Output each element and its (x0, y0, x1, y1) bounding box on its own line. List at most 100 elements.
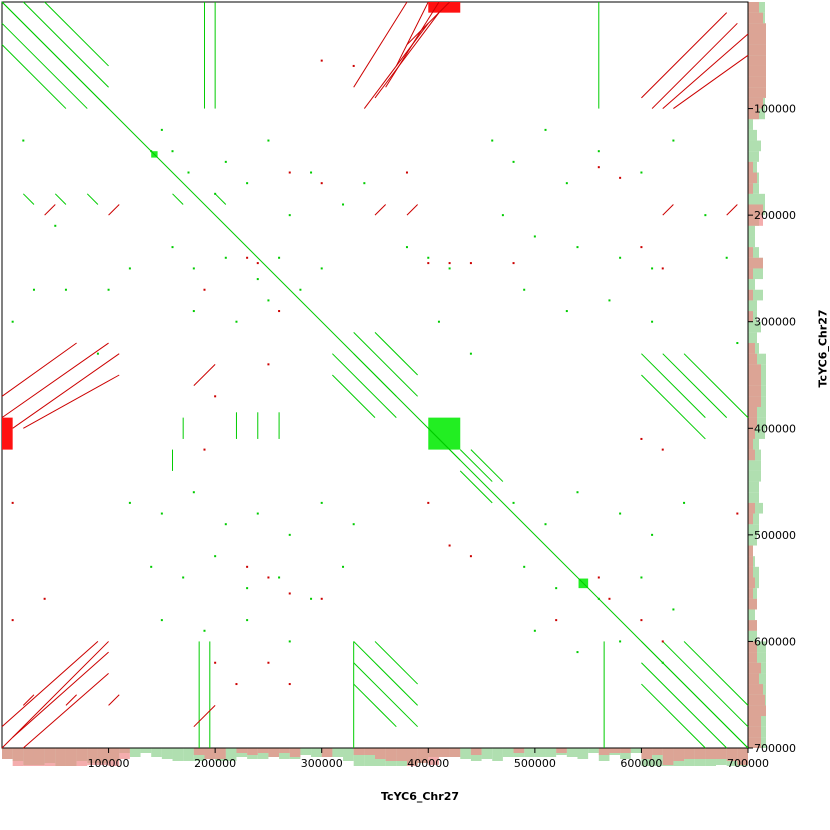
y-coverage-bar (748, 257, 763, 269)
forward-alignment-point (576, 246, 579, 249)
reverse-alignment-segment (662, 204, 674, 216)
forward-alignment-point (187, 171, 190, 174)
forward-alignment-point (299, 288, 302, 291)
reverse-alignment-point (661, 267, 664, 270)
y-coverage-bar (748, 598, 757, 610)
y-coverage-bar (748, 545, 753, 557)
reverse-alignment-point (203, 288, 206, 291)
y-coverage-bar (748, 311, 753, 322)
x-coverage-bar (44, 748, 56, 766)
y-coverage-bar (748, 684, 763, 695)
x-coverage-bar (577, 748, 589, 759)
y-coverage-bar (748, 630, 757, 642)
y-coverage-bar (748, 33, 766, 45)
x-coverage-bar (289, 748, 301, 757)
forward-alignment-segment (22, 1, 109, 88)
y-coverage-bar (748, 375, 761, 386)
y-coverage-bar (748, 716, 761, 727)
y-coverage-bar (748, 55, 766, 66)
reverse-alignment-point (448, 544, 451, 547)
forward-alignment-point (107, 288, 110, 291)
y-coverage-bar (748, 417, 757, 429)
x-coverage-bar (630, 748, 642, 753)
x-coverage-bar (641, 748, 653, 759)
x-coverage-bar (76, 748, 88, 766)
reverse-alignment-segment (44, 204, 56, 216)
forward-alignment-segment (641, 683, 706, 749)
x-coverage-bar (65, 748, 77, 766)
forward-alignment-point (597, 150, 600, 153)
reverse-alignment-segment (395, 1, 429, 67)
forward-alignment-point (597, 597, 600, 600)
forward-alignment-segment (1, 44, 67, 109)
forward-alignment-point (533, 235, 536, 238)
x-tick-label: 200000 (194, 757, 236, 770)
forward-alignment-point (672, 139, 675, 142)
y-coverage-bar (748, 119, 753, 130)
forward-alignment-point (405, 246, 408, 249)
forward-alignment-point (725, 256, 728, 259)
reverse-alignment-segment (193, 363, 216, 387)
x-coverage-bar (364, 748, 375, 766)
y-axis-label: TcYC6_Chr27 (816, 309, 830, 388)
x-coverage-bar (12, 748, 24, 766)
x-coverage-bar (2, 748, 13, 759)
y-coverage-bar (748, 406, 757, 418)
y-tick-label: 700000 (754, 742, 796, 755)
forward-alignment-segment (353, 332, 418, 397)
y-coverage-bar (748, 215, 763, 226)
y-coverage-bar (748, 183, 753, 194)
x-axis-label: TcYC6_Chr27 (381, 790, 459, 803)
y-tick-label: 400000 (754, 422, 796, 435)
forward-alignment-point (342, 203, 345, 206)
forward-alignment-segment (353, 641, 418, 706)
y-coverage-bar (748, 268, 753, 280)
reverse-alignment-segment (726, 204, 738, 216)
forward-alignment-point (256, 512, 259, 515)
x-coverage-bar (705, 748, 717, 759)
forward-alignment-point (640, 171, 643, 174)
forward-alignment-segment (172, 193, 184, 205)
forward-alignment-point (192, 267, 195, 270)
forward-alignment-point (736, 342, 739, 345)
y-coverage-bar (748, 225, 755, 237)
x-coverage-bar (236, 748, 248, 753)
x-coverage-bar (87, 748, 98, 765)
forward-alignment-point (565, 310, 568, 313)
forward-alignment-point (310, 597, 313, 600)
x-coverage-bar (279, 748, 290, 759)
forward-alignment-segment (662, 353, 728, 418)
x-tick-label: 700000 (727, 757, 769, 770)
y-coverage-bar (748, 652, 757, 663)
forward-alignment-point (160, 512, 163, 515)
forward-alignment-point (619, 640, 622, 643)
y-coverage-bar (748, 23, 766, 34)
reverse-alignment-segment (12, 353, 120, 429)
forward-alignment-point (523, 288, 526, 291)
forward-alignment-point (437, 320, 440, 323)
forward-alignment-segment (44, 1, 109, 67)
forward-alignment-point (128, 267, 131, 270)
forward-alignment-point (160, 619, 163, 622)
forward-alignment-point (128, 501, 131, 504)
x-coverage-bar (556, 748, 567, 753)
forward-alignment-point (224, 160, 227, 163)
y-tick-label: 200000 (754, 209, 796, 222)
y-coverage-bar (748, 577, 755, 589)
reverse-alignment-segment (23, 374, 120, 429)
reverse-alignment-point (555, 619, 558, 622)
x-coverage-bar (257, 748, 269, 759)
y-coverage-bar (748, 300, 757, 312)
y-coverage-bar (748, 2, 759, 13)
forward-alignment-segment (662, 641, 749, 728)
forward-alignment-point (363, 182, 366, 185)
x-coverage-bar (172, 748, 184, 761)
forward-alignment-point (171, 150, 174, 153)
reverse-alignment-point (469, 262, 472, 265)
reverse-alignment-point (267, 661, 270, 664)
forward-alignment-point (512, 501, 515, 504)
y-coverage-bar (748, 44, 766, 56)
forward-alignment-point (246, 182, 249, 185)
reverse-alignment-segment (108, 204, 120, 216)
y-coverage-bar (748, 449, 755, 461)
